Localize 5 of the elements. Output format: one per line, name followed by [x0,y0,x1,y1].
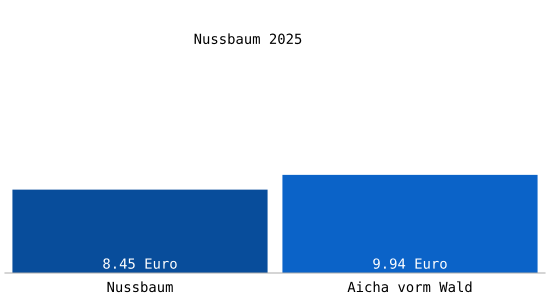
x-tick-label: Nussbaum [107,281,173,292]
data-label: 8.45 Euro [103,258,177,269]
x-tick-label: Aicha vorm Wald [348,281,472,292]
data-label: 9.94 Euro [373,258,447,269]
chart-title: Nussbaum 2025 [194,33,302,44]
